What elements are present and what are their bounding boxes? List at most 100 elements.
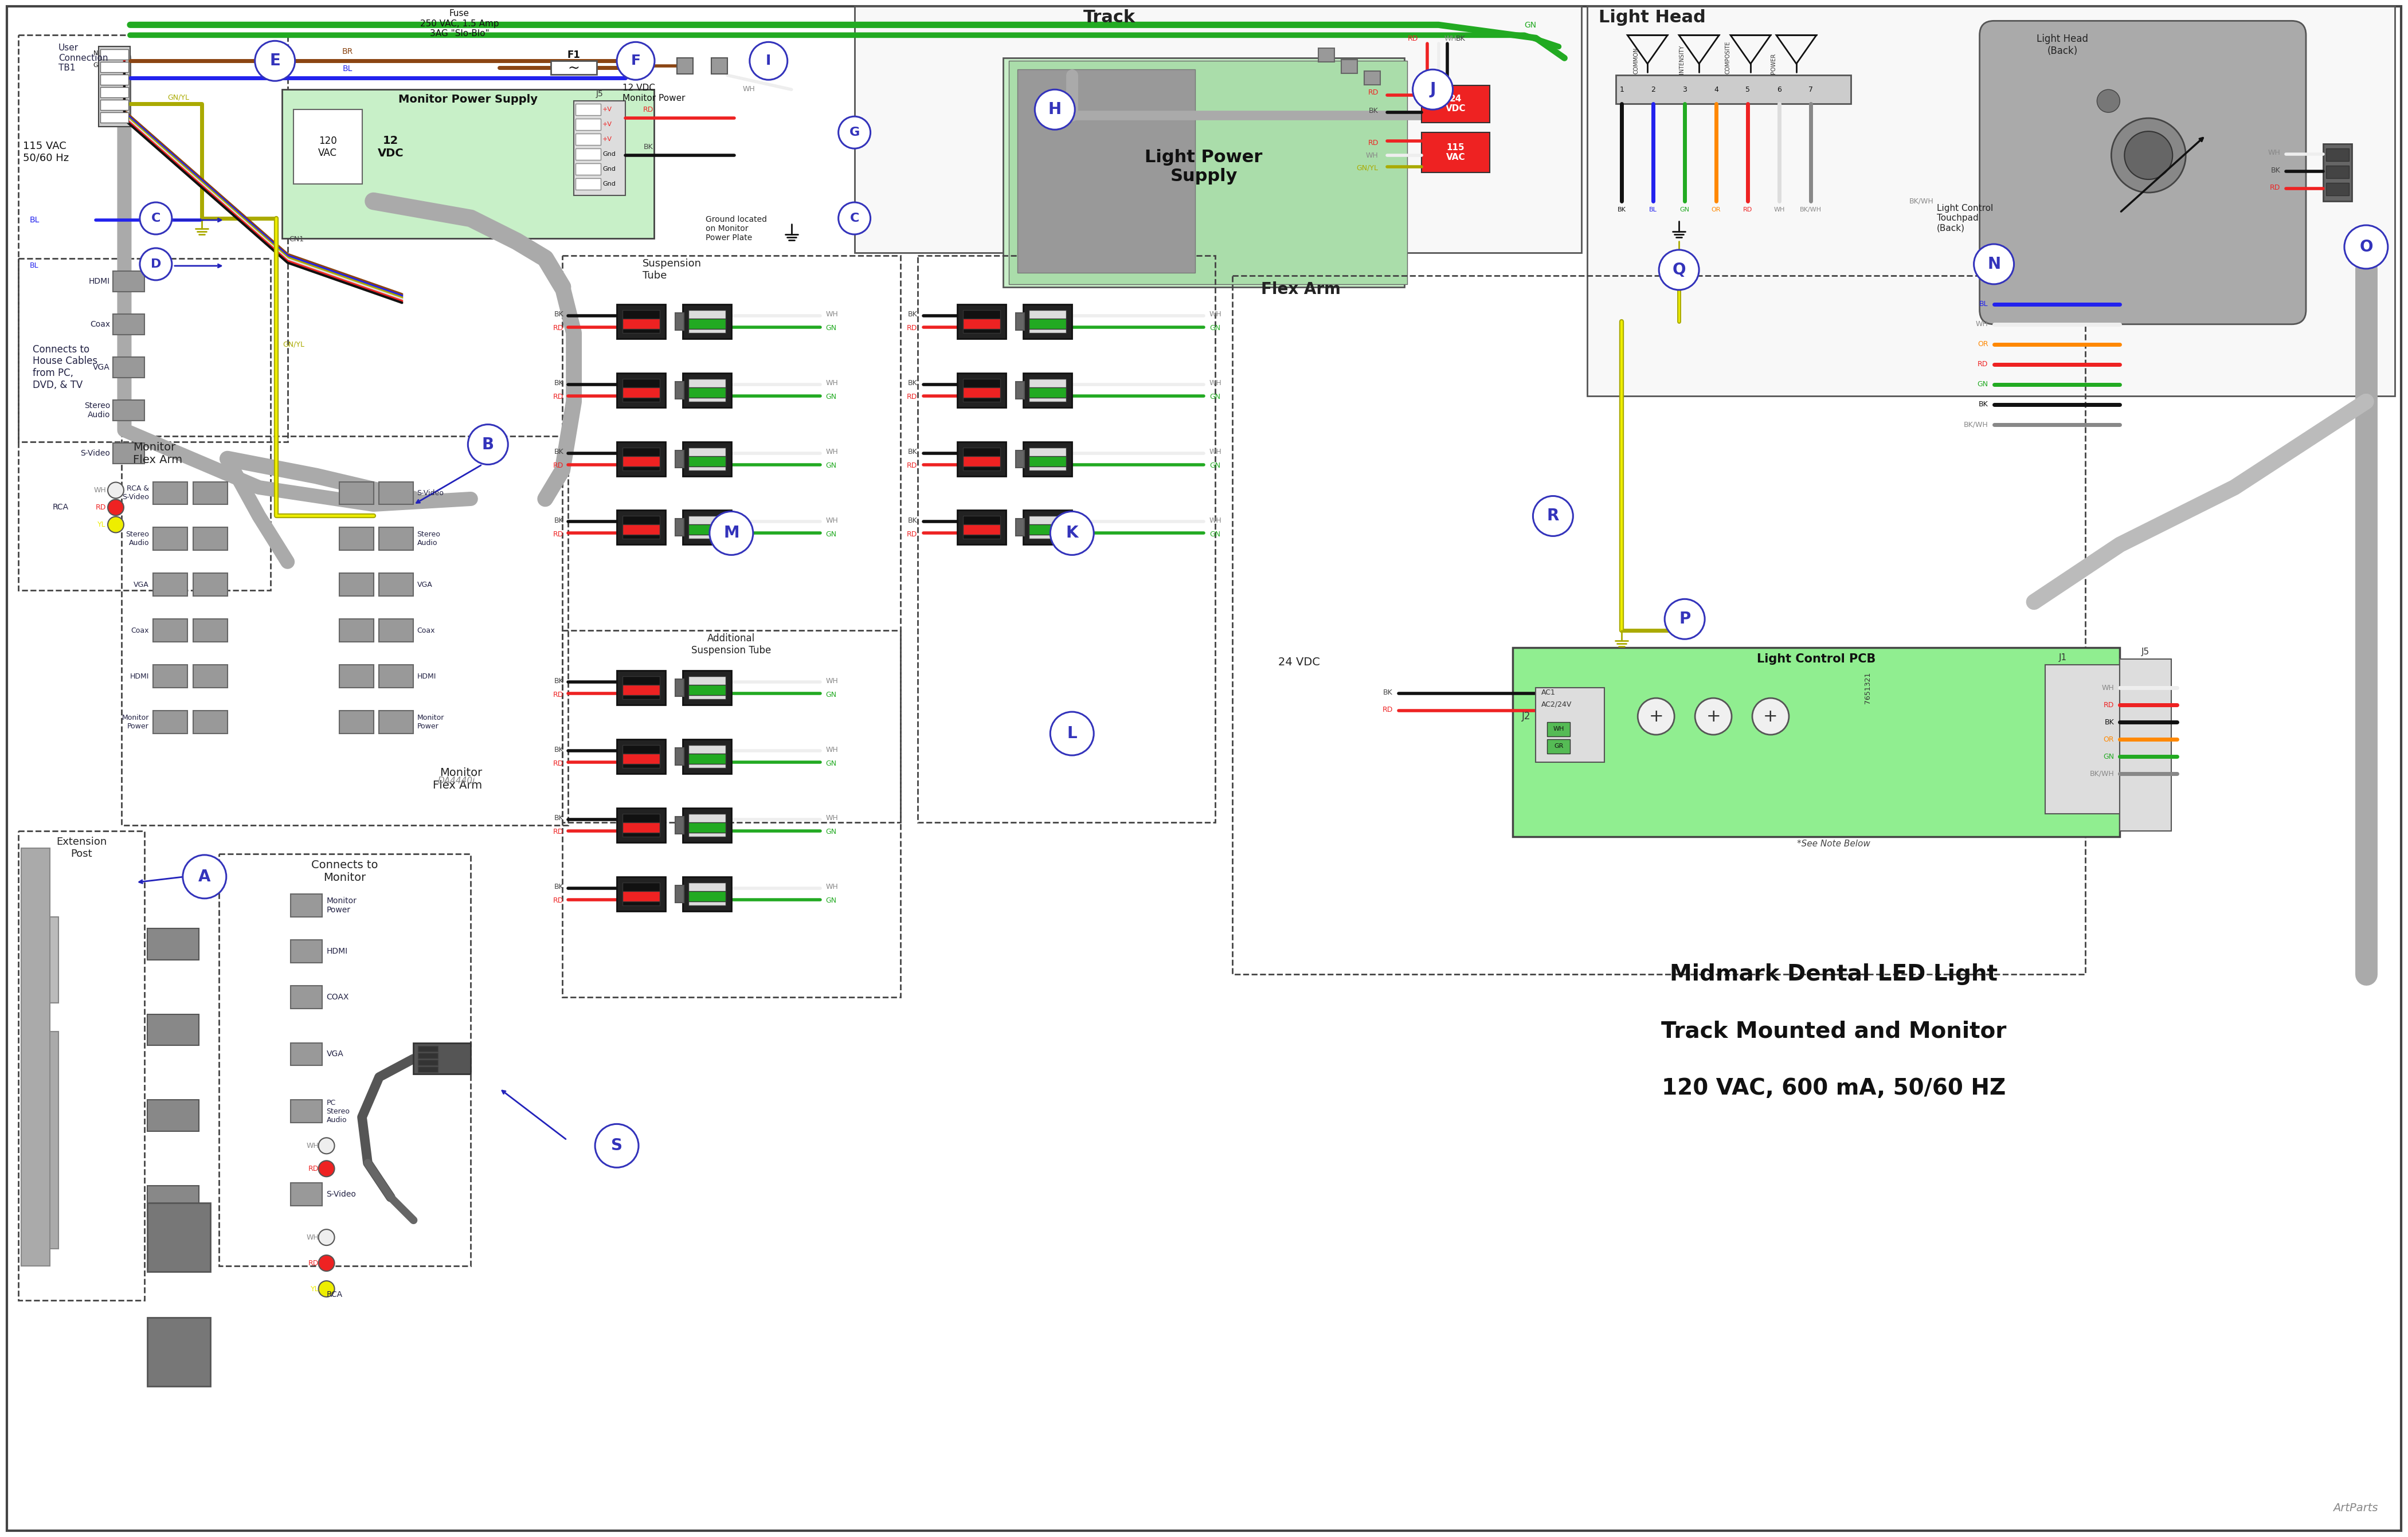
Text: GR: GR xyxy=(1553,744,1563,749)
Bar xyxy=(616,441,665,476)
Text: 115 VAC
50/60 Hz: 115 VAC 50/60 Hz xyxy=(24,141,70,163)
Bar xyxy=(855,6,1582,252)
Text: RD: RD xyxy=(1368,138,1377,146)
Bar xyxy=(674,520,684,536)
Circle shape xyxy=(318,1137,335,1154)
Bar xyxy=(120,437,568,825)
Text: BK: BK xyxy=(908,310,917,318)
Bar xyxy=(1028,516,1067,539)
Text: P: P xyxy=(1678,612,1690,627)
Bar xyxy=(19,35,287,441)
Bar xyxy=(147,1317,209,1386)
Bar xyxy=(2326,166,2348,178)
Bar xyxy=(101,100,128,111)
Text: WH: WH xyxy=(1445,35,1457,43)
Text: Track Mounted and Monitor: Track Mounted and Monitor xyxy=(1662,1021,2006,1042)
Bar xyxy=(1023,373,1072,407)
Bar xyxy=(193,666,226,687)
Bar xyxy=(689,387,725,398)
Bar xyxy=(419,1067,438,1073)
Text: BK: BK xyxy=(2271,166,2280,174)
Text: Connects to
House Cables
from PC,
DVD, & TV: Connects to House Cables from PC, DVD, &… xyxy=(34,344,99,390)
Text: BK: BK xyxy=(908,449,917,455)
Bar xyxy=(378,710,414,733)
Bar xyxy=(616,739,665,773)
Text: BK/WH: BK/WH xyxy=(1799,207,1820,212)
Text: WH: WH xyxy=(1209,310,1221,318)
Bar xyxy=(1512,647,2119,836)
Text: +: + xyxy=(1763,709,1777,725)
Text: VGA: VGA xyxy=(327,1050,344,1057)
Bar xyxy=(378,481,414,504)
Circle shape xyxy=(108,500,123,515)
Bar xyxy=(2326,183,2348,195)
Text: GN: GN xyxy=(826,898,836,904)
Bar xyxy=(681,876,732,911)
Text: N: N xyxy=(94,51,99,57)
Bar xyxy=(710,58,727,74)
Text: WH: WH xyxy=(306,1142,318,1150)
Text: S-Video: S-Video xyxy=(327,1191,356,1199)
Bar xyxy=(674,749,684,765)
Text: BK: BK xyxy=(554,745,563,753)
Text: BL: BL xyxy=(342,65,352,72)
Text: RD: RD xyxy=(1977,361,1989,367)
Text: 5: 5 xyxy=(1746,86,1751,94)
Bar xyxy=(674,885,684,902)
Bar xyxy=(963,447,999,470)
Bar xyxy=(113,314,144,335)
Text: WH: WH xyxy=(826,516,838,524)
Bar xyxy=(624,318,660,329)
Text: Ground located
on Monitor
Power Plate: Ground located on Monitor Power Plate xyxy=(706,215,766,241)
Bar xyxy=(689,813,725,836)
Text: RD: RD xyxy=(554,898,563,904)
Text: RD: RD xyxy=(768,57,780,65)
Bar xyxy=(958,304,1007,338)
Bar xyxy=(154,481,188,504)
Bar xyxy=(154,573,188,596)
Circle shape xyxy=(616,41,655,80)
Text: J2: J2 xyxy=(1522,712,1531,721)
Text: RD: RD xyxy=(2271,184,2280,191)
Circle shape xyxy=(1050,512,1093,555)
Circle shape xyxy=(1413,69,1452,109)
Bar xyxy=(576,105,600,115)
Bar xyxy=(624,676,660,699)
Text: VGA: VGA xyxy=(94,363,111,372)
Text: R: R xyxy=(1546,509,1558,524)
Text: GN: GN xyxy=(1209,393,1221,401)
Text: BK: BK xyxy=(643,143,653,151)
Bar xyxy=(193,619,226,642)
Circle shape xyxy=(318,1230,335,1245)
Text: Fuse
250 VAC, 1.5 Amp
3AG "Slo-Blo": Fuse 250 VAC, 1.5 Amp 3AG "Slo-Blo" xyxy=(419,9,498,38)
Bar xyxy=(963,378,999,401)
Text: G: G xyxy=(94,63,99,68)
Bar xyxy=(113,271,144,292)
Text: Additional
Suspension Tube: Additional Suspension Tube xyxy=(691,633,771,656)
Text: RD: RD xyxy=(1409,35,1418,43)
Bar xyxy=(958,510,1007,544)
Text: RD: RD xyxy=(554,530,563,538)
Text: Monitor Power Supply: Monitor Power Supply xyxy=(397,94,537,105)
Bar xyxy=(101,88,128,97)
Bar xyxy=(624,310,660,334)
Text: WH: WH xyxy=(2102,684,2114,692)
Bar xyxy=(291,939,323,962)
Text: ~: ~ xyxy=(568,61,580,75)
Bar xyxy=(958,441,1007,476)
Bar xyxy=(1023,304,1072,338)
Text: +: + xyxy=(1649,709,1664,725)
Text: K: K xyxy=(1067,526,1079,541)
Text: Q: Q xyxy=(1671,261,1686,278)
Circle shape xyxy=(838,117,869,149)
Bar xyxy=(1028,456,1067,466)
Text: COAX: COAX xyxy=(327,993,349,1001)
Text: RD: RD xyxy=(554,759,563,767)
Text: GN/YL: GN/YL xyxy=(1356,164,1377,172)
Text: BK: BK xyxy=(908,380,917,387)
Text: WH: WH xyxy=(826,745,838,753)
Bar xyxy=(101,49,128,60)
Bar xyxy=(917,255,1216,822)
Text: WH: WH xyxy=(826,449,838,455)
Bar xyxy=(1317,48,1334,61)
